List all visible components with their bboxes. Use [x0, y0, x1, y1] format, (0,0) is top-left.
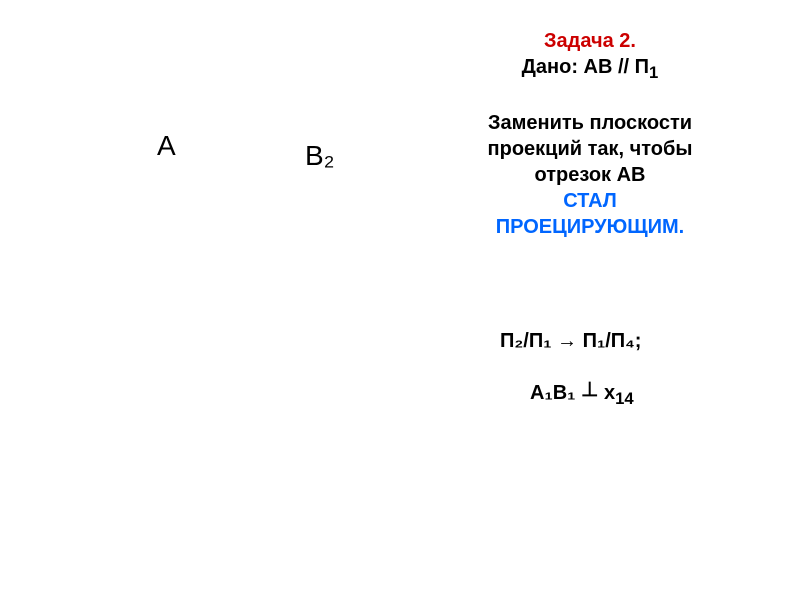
label-A: А — [157, 130, 176, 162]
task-title: Задача 2. — [450, 30, 730, 53]
given-sub: 1 — [649, 63, 658, 82]
formula-perp: A₁B₁ ⊥ x14 — [530, 380, 634, 409]
diagram-stage: Задача 2. Дано: АВ // П1 Заменить плоско… — [0, 0, 800, 600]
task-l3: Заменить плоскости — [450, 112, 730, 135]
task-given: Дано: АВ // П1 — [450, 56, 730, 83]
given-text: Дано: АВ // П — [522, 56, 649, 78]
task-l4: проекций так, чтобы — [450, 138, 730, 161]
geometry-svg — [0, 0, 800, 600]
task-l6: СТАЛ — [450, 190, 730, 213]
label-B2: B₂ — [305, 140, 335, 172]
task-l5: отрезок АВ — [450, 164, 730, 187]
formula-plane-change: П₂/П₁ → П₁/П₄; — [500, 330, 641, 353]
task-l7: ПРОЕЦИРУЮЩИМ. — [450, 216, 730, 239]
